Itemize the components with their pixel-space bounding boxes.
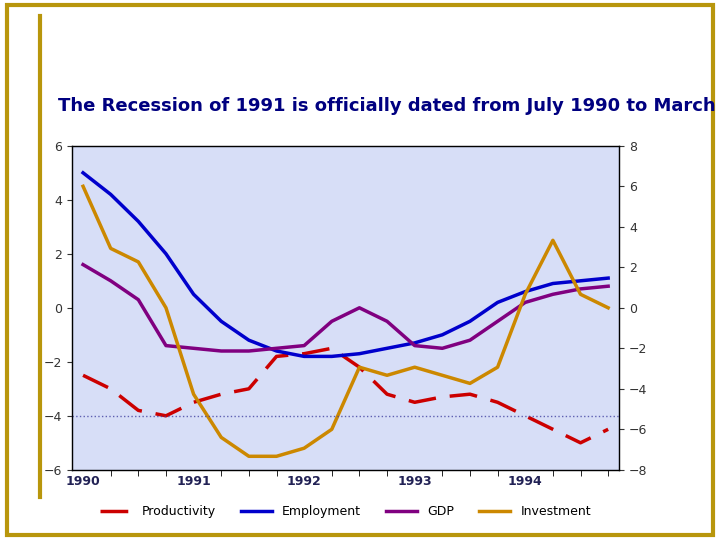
Investment	[355, 364, 364, 370]
GDP	[189, 345, 198, 352]
Text: The Recession of 1991 is officially dated from July 1990 to March 1991: The Recession of 1991 is officially date…	[58, 97, 720, 115]
Investment	[272, 453, 281, 460]
Investment	[328, 426, 336, 433]
GDP	[107, 278, 115, 284]
Productivity	[107, 386, 115, 392]
Investment	[78, 183, 87, 190]
Employment	[300, 353, 308, 360]
Productivity	[410, 399, 419, 406]
Productivity	[78, 372, 87, 379]
Investment	[410, 364, 419, 370]
Investment	[300, 445, 308, 451]
Investment	[576, 291, 585, 298]
Employment	[189, 291, 198, 298]
Employment	[217, 318, 225, 325]
Investment	[217, 434, 225, 441]
GDP	[162, 342, 171, 349]
Employment	[549, 280, 557, 287]
Investment	[107, 245, 115, 252]
Productivity	[162, 413, 171, 419]
GDP	[217, 348, 225, 354]
Productivity	[438, 394, 446, 400]
Productivity	[466, 391, 474, 397]
Employment	[134, 218, 143, 225]
GDP	[134, 296, 143, 303]
GDP	[410, 342, 419, 349]
Investment	[604, 305, 613, 311]
Investment	[189, 391, 198, 397]
Productivity	[355, 364, 364, 370]
Employment	[466, 318, 474, 325]
Investment	[549, 237, 557, 244]
GDP	[493, 318, 502, 325]
Productivity	[549, 426, 557, 433]
Employment	[272, 348, 281, 354]
Investment	[383, 372, 392, 379]
GDP	[438, 345, 446, 352]
Employment	[78, 170, 87, 176]
Employment	[383, 345, 392, 352]
Line: Productivity: Productivity	[83, 348, 608, 443]
GDP	[328, 318, 336, 325]
Employment	[493, 299, 502, 306]
Productivity	[493, 399, 502, 406]
Productivity	[217, 391, 225, 397]
GDP	[466, 337, 474, 343]
Employment	[107, 191, 115, 198]
Employment	[328, 353, 336, 360]
Productivity	[328, 345, 336, 352]
Employment	[521, 288, 529, 295]
Legend: Productivity, Employment, GDP, Investment: Productivity, Employment, GDP, Investmen…	[95, 500, 596, 523]
Investment	[162, 305, 171, 311]
Line: Investment: Investment	[83, 186, 608, 456]
Investment	[245, 453, 253, 460]
Line: Employment: Employment	[83, 173, 608, 356]
Productivity	[576, 440, 585, 446]
GDP	[604, 283, 613, 289]
GDP	[78, 261, 87, 268]
GDP	[272, 345, 281, 352]
Employment	[245, 337, 253, 343]
Investment	[493, 364, 502, 370]
Investment	[134, 259, 143, 265]
GDP	[245, 348, 253, 354]
Employment	[162, 251, 171, 257]
Productivity	[134, 407, 143, 414]
Investment	[521, 291, 529, 298]
GDP	[521, 299, 529, 306]
Productivity	[604, 426, 613, 433]
GDP	[300, 342, 308, 349]
Employment	[576, 278, 585, 284]
Productivity	[189, 399, 198, 406]
Employment	[438, 332, 446, 338]
GDP	[355, 305, 364, 311]
GDP	[383, 318, 392, 325]
Productivity	[245, 386, 253, 392]
GDP	[576, 286, 585, 292]
Investment	[438, 372, 446, 379]
Employment	[355, 350, 364, 357]
Productivity	[300, 350, 308, 357]
Productivity	[272, 353, 281, 360]
Productivity	[383, 391, 392, 397]
Line: GDP: GDP	[83, 265, 608, 351]
Productivity	[521, 413, 529, 419]
GDP	[549, 291, 557, 298]
Employment	[410, 340, 419, 346]
Investment	[466, 380, 474, 387]
Employment	[604, 275, 613, 281]
